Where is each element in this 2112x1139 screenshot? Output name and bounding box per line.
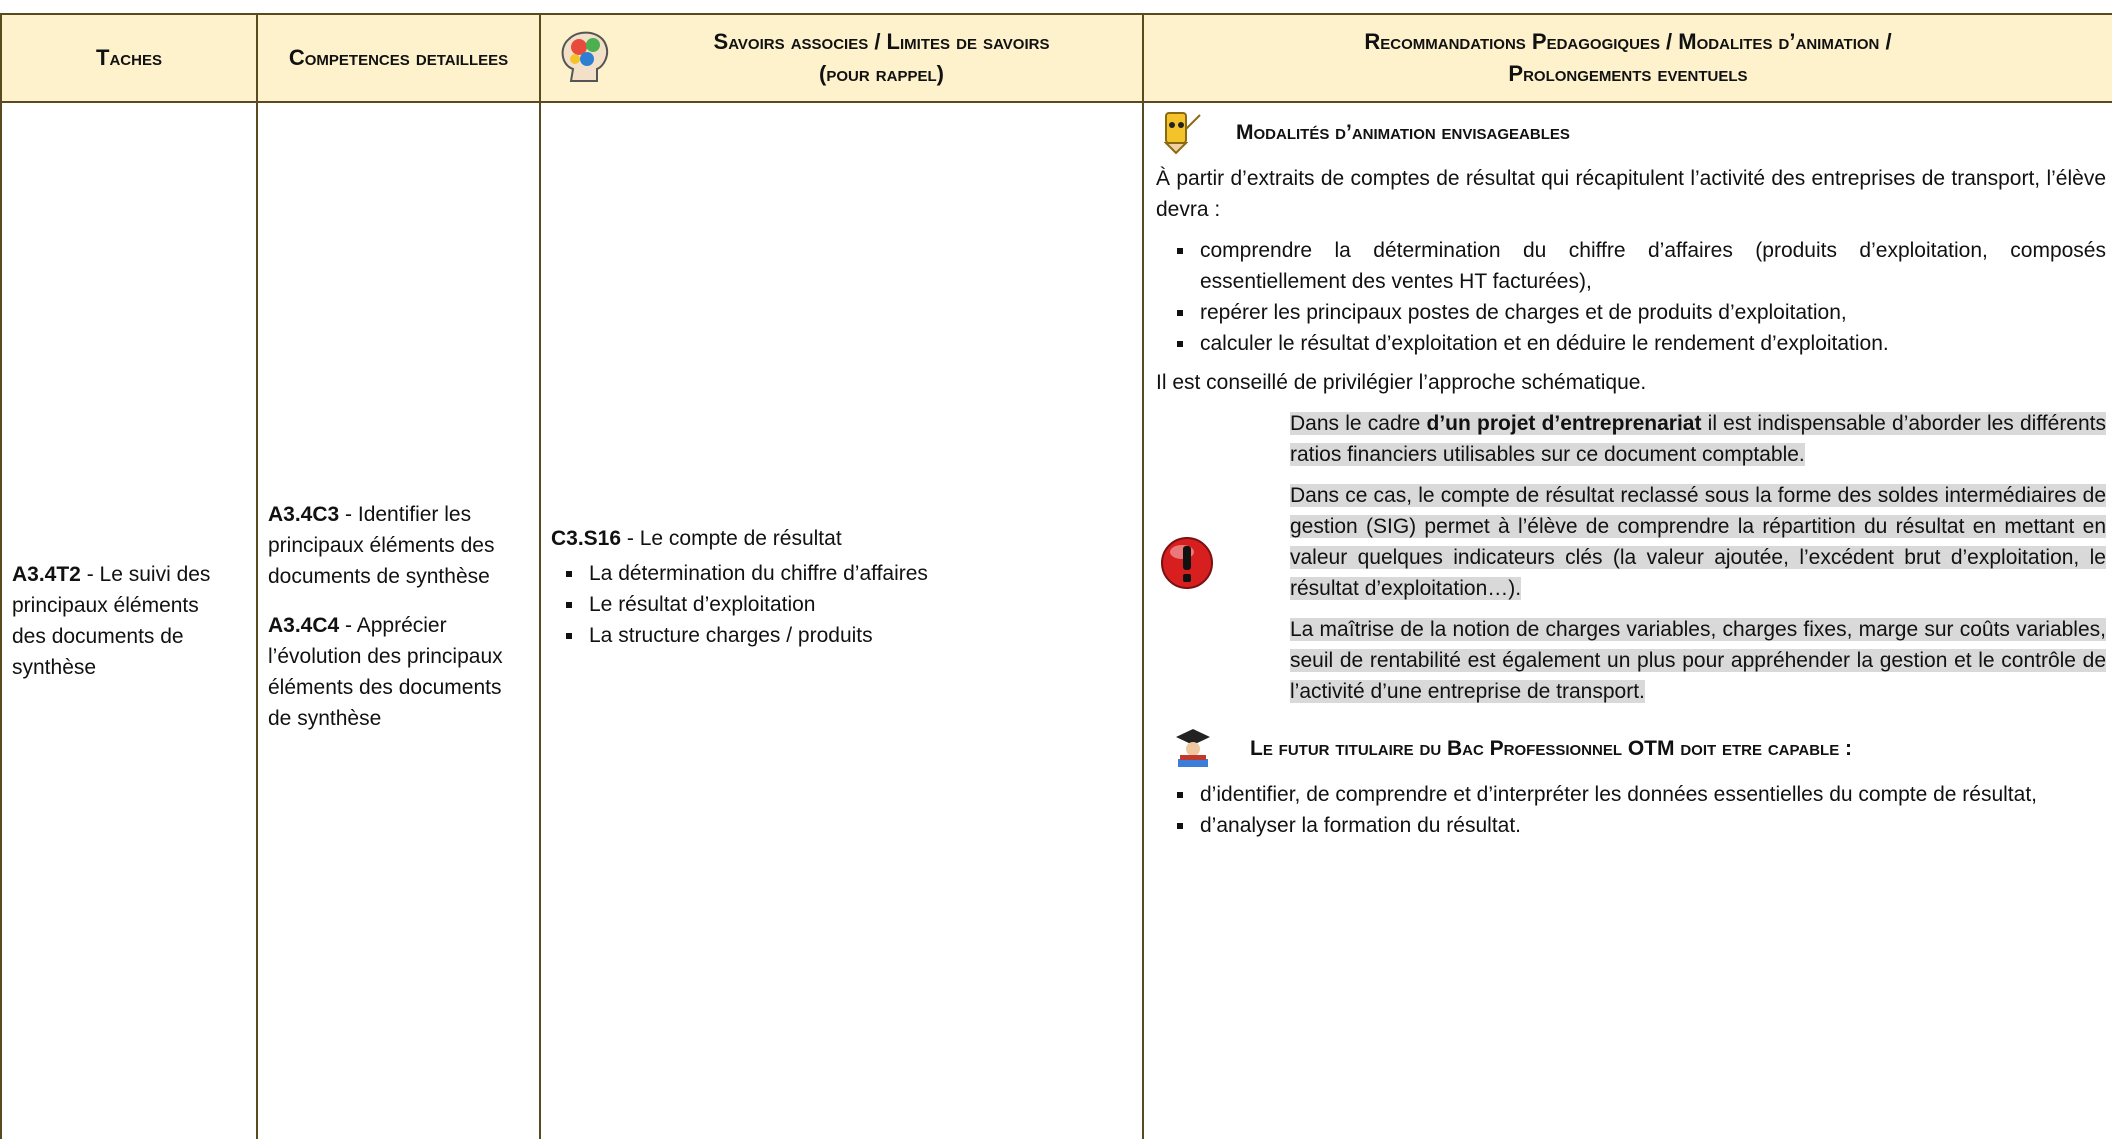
paragraph: À partir d’extraits de comptes de résult… bbox=[1156, 167, 2106, 221]
brain-icon bbox=[561, 31, 609, 82]
text: - Le compte de résultat bbox=[621, 527, 842, 550]
header-text: Competences detaillees bbox=[288, 45, 509, 70]
text: La maîtrise de la notion de charges vari… bbox=[1290, 618, 2106, 703]
heading: Le futur titulaire du Bac Professionnel … bbox=[1250, 736, 1853, 760]
paragraph: Il est conseillé de privilégier l’approc… bbox=[1156, 371, 1647, 394]
code: A3.4C4 bbox=[268, 613, 340, 637]
graduate-icon bbox=[1176, 729, 1210, 767]
header-text: Savoirs associes / Limites de savoirs bbox=[713, 29, 1050, 54]
list: comprendre la détermination du chiffre d… bbox=[1156, 235, 2106, 359]
text: - Apprécier l’évolution des principaux é… bbox=[268, 613, 503, 730]
competences-cell: A3.4C3 - Identifier les principaux éléme… bbox=[256, 101, 541, 1139]
warning-icon bbox=[1161, 536, 1213, 589]
bold-text: d’un projet d’entreprenariat bbox=[1426, 412, 1702, 435]
pencil-icon bbox=[1163, 112, 1201, 155]
text: - Identifier les principaux éléments des… bbox=[268, 502, 495, 588]
code: A3.4T2 bbox=[12, 563, 81, 586]
competence: A3.4C4 - Apprécier l’évolution des princ… bbox=[268, 610, 523, 734]
text: Dans ce cas, le compte de résultat recla… bbox=[1290, 484, 2106, 600]
list: d’identifier, de comprendre et d’interpr… bbox=[1156, 779, 2106, 841]
header-text: Taches bbox=[96, 45, 162, 70]
recommandations-cell: Modalités d’animation envisageables À pa… bbox=[1142, 101, 2112, 1139]
code: A3.4C3 bbox=[268, 502, 340, 526]
warning-column bbox=[1156, 408, 1290, 717]
text: il est indispensable d’aborder les diffé… bbox=[1290, 412, 2107, 466]
notes-block: Dans le cadre d’un projet d’entreprenari… bbox=[1156, 408, 2107, 717]
note: Dans ce cas, le compte de résultat recla… bbox=[1290, 480, 2106, 604]
header-text: Recommandations Pedagogiques / Modalites… bbox=[1364, 29, 1892, 54]
header-cell: Recommandations Pedagogiques / Modalites… bbox=[1142, 13, 2112, 103]
section-heading: Modalités d’animation envisageables bbox=[1156, 109, 2106, 155]
notes-text: Dans le cadre d’un projet d’entreprenari… bbox=[1290, 408, 2107, 717]
savoir: C3.S16 - Le compte de résultat bbox=[551, 523, 1132, 554]
note: Dans le cadre d’un projet d’entreprenari… bbox=[1290, 408, 2107, 470]
savoirs-cell: C3.S16 - Le compte de résultat La déterm… bbox=[539, 101, 1144, 1139]
text: Dans le cadre bbox=[1290, 412, 1427, 435]
list-item: Le résultat d’exploitation bbox=[585, 589, 1132, 620]
table: Taches Competences detaillees Savoirs as… bbox=[0, 13, 2112, 1139]
list-item: La détermination du chiffre d’affaires bbox=[585, 558, 1132, 589]
header-text: Prolongements eventuels bbox=[1508, 61, 1748, 86]
list-item: d’analyser la formation du résultat. bbox=[1196, 810, 2106, 841]
text: - Le suivi des principaux éléments des d… bbox=[12, 563, 211, 679]
list-item: calculer le résultat d’exploitation et e… bbox=[1196, 328, 2106, 359]
list-item: La structure charges / produits bbox=[585, 620, 1132, 651]
list-item: d’identifier, de comprendre et d’interpr… bbox=[1196, 779, 2106, 810]
code: C3.S16 bbox=[551, 527, 622, 550]
heading: Modalités d’animation envisageables bbox=[1236, 120, 1570, 144]
header-row: Taches Competences detaillees Savoirs as… bbox=[0, 13, 2112, 103]
header-cell: Taches bbox=[0, 13, 258, 103]
task-cell: A3.4T2 - Le suivi des principaux élément… bbox=[0, 101, 258, 1139]
note: La maîtrise de la notion de charges vari… bbox=[1290, 614, 2106, 707]
header-cell: Savoirs associes / Limites de savoirs (p… bbox=[539, 13, 1144, 103]
competence: A3.4C3 - Identifier les principaux éléme… bbox=[268, 499, 523, 592]
list-item: comprendre la détermination du chiffre d… bbox=[1196, 235, 2106, 297]
list: La détermination du chiffre d’affairesLe… bbox=[551, 558, 1132, 651]
section-heading: Le futur titulaire du Bac Professionnel … bbox=[1156, 725, 2106, 771]
body-row: A3.4T2 - Le suivi des principaux élément… bbox=[0, 101, 2112, 1139]
header-cell: Competences detaillees bbox=[256, 13, 541, 103]
list-item: repérer les principaux postes de charges… bbox=[1196, 297, 2106, 328]
header-text: (pour rappel) bbox=[819, 61, 944, 86]
